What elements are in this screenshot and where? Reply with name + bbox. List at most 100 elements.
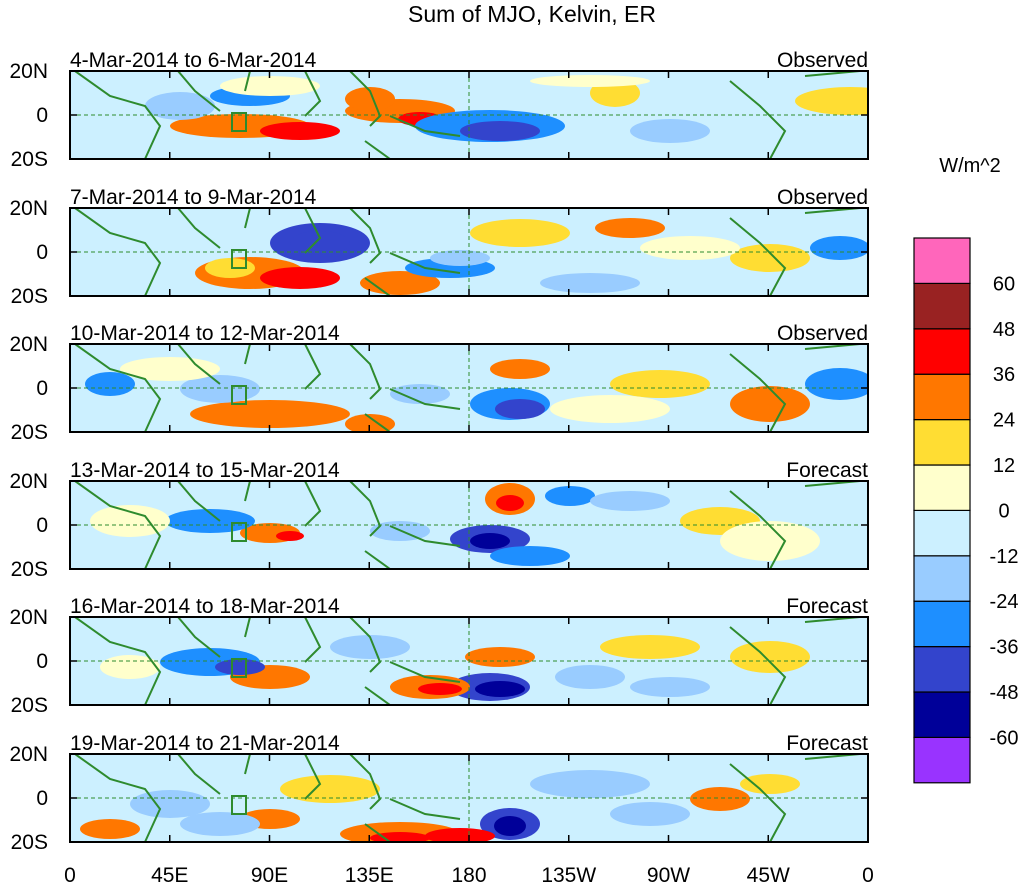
colorbar-tick-label: -48 [990, 682, 1019, 704]
coastline [74, 617, 162, 705]
y-tick-label: 20N [9, 197, 48, 220]
colorbar-swatch [913, 282, 971, 330]
colorbar-swatch [913, 691, 971, 739]
coastline [389, 525, 461, 547]
coastline [304, 208, 322, 254]
anomaly-contour [610, 370, 710, 398]
x-tick-label: 90E [251, 864, 288, 887]
anomaly-contour [290, 231, 350, 255]
x-axis-labels: 0 45E 90E 135E 180 135W 90W 45W 0 [64, 864, 874, 887]
x-tick-label: 135W [541, 864, 596, 887]
panel-date-range: 16-Mar-2014 to 18-Mar-2014 [70, 595, 340, 618]
anomaly-contour [795, 87, 868, 115]
panel-date-range: 7-Mar-2014 to 9-Mar-2014 [70, 186, 317, 209]
coastline [389, 661, 461, 683]
anomaly-contour [90, 505, 170, 537]
india-box-outline [231, 658, 247, 678]
anomaly-contour [475, 681, 525, 697]
anomaly-contour [600, 635, 700, 659]
colorbar-swatch [913, 645, 971, 693]
y-tick-label: 20S [11, 285, 48, 308]
anomaly-contour [470, 533, 510, 549]
anomaly-contour [130, 790, 210, 818]
anomaly-contour [630, 119, 710, 143]
x-tick-label: 90W [647, 864, 690, 887]
india-box-outline [231, 795, 247, 815]
map-panel: 20N 0 20S 16-Mar-2014 to 18-Mar-2014 Forecas… [9, 595, 869, 717]
anomaly-field [90, 483, 820, 566]
coastline [729, 353, 787, 432]
anomaly-contour [630, 677, 710, 697]
anomaly-contour [550, 395, 670, 423]
anomaly-field [100, 635, 810, 701]
coastline [244, 344, 251, 365]
y-tick-label: 20S [11, 831, 48, 854]
colorbar-tick-label: 36 [993, 364, 1015, 386]
map-panel: 20N 0 20S 10-Mar-2014 to 12-Mar-2014 Observe… [9, 322, 869, 444]
india-box-outline [231, 112, 247, 132]
anomaly-contour [545, 486, 595, 506]
y-tick-label: 0 [36, 650, 48, 673]
panel-status: Forecast [786, 732, 868, 755]
anomaly-contour [276, 531, 304, 541]
colorbar-tick-label: 24 [993, 410, 1015, 432]
map-panel: 20N 0 20S 19-Mar-2014 to 21-Mar-2014 Forecas… [9, 732, 869, 854]
coastline [349, 71, 382, 127]
anomaly-contour [330, 635, 410, 659]
anomaly-contour [280, 775, 380, 803]
coastline [729, 763, 787, 842]
anomaly-contour [730, 386, 810, 422]
coastline [349, 208, 382, 264]
coastline [177, 617, 221, 658]
coastline [729, 217, 787, 296]
x-tick-label: 180 [451, 864, 486, 887]
anomaly-contour [496, 495, 524, 511]
colorbar-units: W/m^2 [939, 155, 1001, 177]
coastline [244, 481, 251, 502]
map-panel: 20N 0 20S 13-Mar-2014 to 15-Mar-2014 Forecas… [9, 459, 869, 581]
y-tick-label: 20N [9, 606, 48, 629]
anomaly-contour [470, 219, 570, 247]
coastline [389, 388, 461, 410]
coastline [177, 481, 221, 522]
panel-date-range: 19-Mar-2014 to 21-Mar-2014 [70, 732, 340, 755]
colorbar-swatch [913, 600, 971, 648]
anomaly-contour [205, 258, 255, 278]
coastline [304, 617, 322, 663]
colorbar-tick-label: 12 [993, 455, 1015, 477]
anomaly-contour [120, 357, 220, 381]
panel-date-range: 4-Mar-2014 to 6-Mar-2014 [70, 49, 317, 72]
coastline [304, 71, 322, 117]
y-tick-label: 0 [36, 514, 48, 537]
coastlines [74, 617, 861, 705]
anomaly-contour [425, 828, 495, 842]
anomaly-contour [690, 787, 750, 811]
coastline [349, 344, 382, 400]
y-tick-label: 20S [11, 421, 48, 444]
coastline [364, 823, 391, 842]
coastline [304, 754, 322, 800]
coastline [349, 617, 382, 673]
x-tick-label: 45E [151, 864, 188, 887]
anomaly-contour [145, 92, 215, 120]
anomaly-contour [720, 521, 820, 561]
india-box-outline [231, 522, 247, 542]
y-tick-label: 0 [36, 787, 48, 810]
panel-date-range: 13-Mar-2014 to 15-Mar-2014 [70, 459, 340, 482]
coastlines [74, 481, 861, 569]
y-tick-label: 20S [11, 694, 48, 717]
colorbar-swatch [913, 237, 971, 285]
anomaly-contour [260, 267, 340, 289]
coastline [74, 344, 162, 432]
colorbar-swatch [913, 509, 971, 557]
map-panel: 20N 0 20S 7-Mar-2014 to 9-Mar-2014 Observed [9, 186, 869, 308]
coastlines [74, 208, 861, 296]
anomaly-contour [465, 647, 535, 667]
x-tick-label: 45W [747, 864, 790, 887]
coastline [729, 80, 787, 159]
coastline [244, 754, 251, 775]
colorbar-swatch [913, 419, 971, 466]
coastline [244, 617, 251, 638]
